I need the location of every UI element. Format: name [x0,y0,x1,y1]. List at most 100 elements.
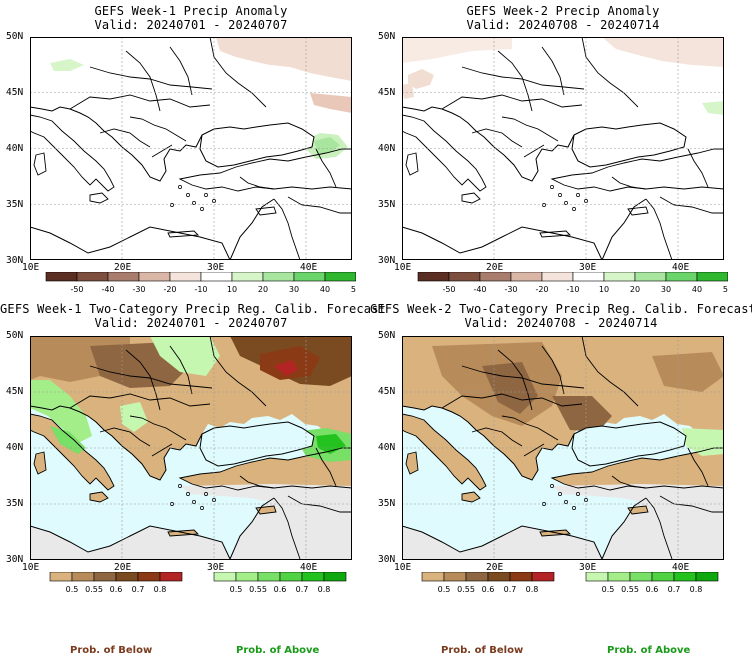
colorbar-label: 10 [227,285,237,294]
colorbar-box [301,572,325,582]
land-sicily [90,492,108,502]
lat-label: 45N [378,87,396,98]
colorbar-label: 0.55 [457,585,475,594]
colorbar-label: 0.7 [296,585,309,594]
colorbar-box [93,572,117,582]
shaded-area [402,37,512,63]
lat-label: 30N [6,554,24,565]
country-border [471,427,523,447]
country-border [645,198,673,260]
lat-label: 30N [378,255,396,266]
colorbar-box [45,272,78,282]
coastline [539,230,572,238]
probability-map [30,336,352,560]
lat-label: 40N [6,442,24,453]
colorbar-label: 0.55 [85,585,103,594]
country-border [645,497,673,560]
country-border [239,475,275,489]
colorbar-label: -50 [442,285,455,294]
colorbar-box [509,572,533,582]
colorbar-label: 30 [661,285,671,294]
country-border [461,66,585,90]
land-anatolia [552,448,724,490]
island [576,492,580,496]
colorbar-box [76,272,109,282]
coastline [30,226,231,260]
country-border [581,336,639,407]
colorbar-box [257,572,281,582]
colorbar-box [324,272,356,282]
coastline [33,451,47,475]
island [550,484,554,488]
land-anatolia [180,448,352,490]
lon-label: 10E [22,262,40,273]
black-sea [199,421,315,467]
colorbar-box [137,572,161,582]
lat-label: 50N [6,31,24,42]
island [558,193,562,197]
colorbar-label: -30 [132,285,145,294]
colorbar-box [603,272,636,282]
country-border [209,37,267,108]
colorbar-box [541,272,574,282]
coastline [30,114,115,192]
lon-label: 40E [300,262,318,273]
coastline [30,413,115,491]
lon-label: 30E [207,262,225,273]
coastline [30,106,203,182]
country-border [541,46,565,96]
colorbar-label: 30 [289,285,299,294]
island [200,506,204,510]
prob-above-colorbar: 0.5 0.55 0.6 0.7 0.8 [213,572,347,594]
country-border [441,393,583,409]
shaded-area [216,37,352,81]
title-line-1: GEFS Week-2 Precip Anomaly [466,4,660,18]
coastline [539,529,572,537]
colorbar-label: -20 [163,285,176,294]
colorbar-label: 0.5 [602,585,615,594]
lon-label: 30E [207,562,225,573]
country-border [129,116,187,142]
colorbar-label: -40 [473,285,486,294]
colorbar-label: 0.55 [621,585,639,594]
lat-label: 50N [378,330,396,341]
shading-layer [50,37,352,159]
colorbar-label: 10 [599,285,609,294]
island [192,500,196,504]
colorbar-box [665,272,698,282]
coastline [167,230,200,238]
country-border [125,50,161,112]
colorbar-label: -10 [566,285,579,294]
prob-below-label: Prob. of Below [70,645,153,656]
colorbar-box [235,572,259,582]
title-line-2: Valid: 20240708 - 20240714 [466,18,660,32]
island [542,203,546,207]
title-line-2: Valid: 20240701 - 20240707 [94,316,288,330]
island [178,185,182,189]
title-line-1: GEFS Week-1 Two-Category Precip Reg. Cal… [0,302,387,316]
colorbar-box [634,272,667,282]
colorbar-label: -10 [194,285,207,294]
shaded-area [274,360,298,376]
colorbar-label: 0.7 [504,585,517,594]
country-border [273,497,301,560]
country-border [687,148,709,188]
colorbar-label: 0.8 [154,585,167,594]
prob-above-label: Prob. of Above [607,645,691,656]
island [558,492,562,496]
lat-label: 30N [6,255,24,266]
colorbar-box [138,272,171,282]
coastline [402,413,487,491]
title-line-2: Valid: 20240708 - 20240714 [464,316,658,330]
shaded-area [30,380,92,442]
land-anatolia [180,149,352,191]
country-border [581,37,639,108]
land-sicily [462,193,480,203]
colorbar-box [572,272,605,282]
lat-label: 45N [6,87,24,98]
shaded-area [702,101,724,115]
colorbar-box [417,272,450,282]
colorbar-box [169,272,202,282]
colorbar-label: 0.55 [249,585,267,594]
coastline [402,106,575,182]
